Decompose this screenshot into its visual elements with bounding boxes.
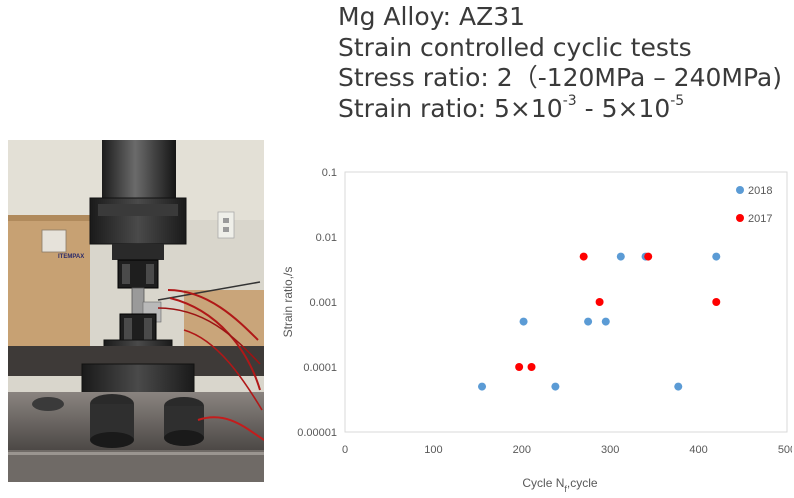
data-point-2017 [527,363,536,371]
strain-ratio-exp-a: -3 [562,93,577,110]
data-point-2017 [515,363,524,371]
sensor-cable-red [167,289,259,341]
data-point-2017 [595,298,604,306]
legend-marker-2017 [736,214,744,222]
y-tick-label: 0.001 [309,297,337,309]
test-conditions: Mg Alloy: AZ31 Strain controlled cyclic … [338,2,782,124]
strain-ratio-text-b: - 5×10 [576,93,671,123]
data-point-2018 [712,252,721,261]
x-tick-label: 400 [689,444,707,456]
data-point-2018 [519,317,528,326]
data-point-2018 [584,317,593,326]
data-points [478,252,721,391]
x-axis-label: Cycle Nf,cycle [522,476,598,494]
x-tick-label: 500 [778,444,792,456]
stress-ratio-line: Stress ratio: 2（-120MPa – 240MPa) [338,63,782,92]
y-tick-label: 0.1 [322,167,337,179]
x-tick-label: 300 [601,444,619,456]
test-machine-photo: ITEMPAX [8,140,264,482]
x-tick-label: 200 [513,444,531,456]
test-machine-illustration: ITEMPAX [8,140,264,482]
legend-marker-2018 [736,186,744,194]
strain-ratio-text-a: Strain ratio: 5×10 [338,93,563,123]
x-tick-label: 0 [342,444,348,456]
y-tick-label: 0.00001 [297,427,337,439]
data-point-2018 [674,382,683,391]
strain-ratio-line: Strain ratio: 5×10-3 - 5×10-5 [338,94,782,125]
y-axis-label: Strain ratio,/s [281,267,295,338]
plot-area-border [344,171,788,433]
x-axis-ticks: 0 100 200 300 400 500 [342,444,794,456]
wall-outlet [217,211,235,239]
data-point-2017 [644,252,653,261]
scatter-plot: 0.00001 0.0001 0.001 0.01 0.1 0 100 200 300 400 5… [281,167,794,494]
x-axis-label-main: Cycle N [522,476,564,490]
data-point-2018 [551,382,560,391]
test-type-line: Strain controlled cyclic tests [338,32,692,62]
data-point-2017 [579,252,588,261]
legend-label-2018: 2018 [748,185,772,197]
specimen [131,287,145,315]
svg-text:ITEMPAX: ITEMPAX [58,254,84,260]
load-column [102,140,176,202]
y-tick-label: 0.0001 [303,362,337,374]
strain-ratio-vs-cycle-chart: 0.00001 0.0001 0.001 0.01 0.1 0 100 200 300 400 5… [270,160,794,494]
x-axis-label-subscript: f [564,484,567,494]
x-axis-label-suffix: ,cycle [567,476,598,490]
x-tick-label: 100 [424,444,442,456]
legend-label-2017: 2017 [748,213,772,225]
data-point-2018 [601,317,610,326]
data-point-2018 [478,382,487,391]
material-line: Mg Alloy: AZ31 [338,2,526,31]
legend: 2018 2017 [736,185,772,225]
data-point-2017 [712,298,721,306]
data-point-2018 [616,252,625,261]
y-axis-ticks: 0.00001 0.0001 0.001 0.01 0.1 [297,167,337,439]
strain-ratio-exp-b: -5 [670,93,685,110]
y-tick-label: 0.01 [316,232,337,244]
